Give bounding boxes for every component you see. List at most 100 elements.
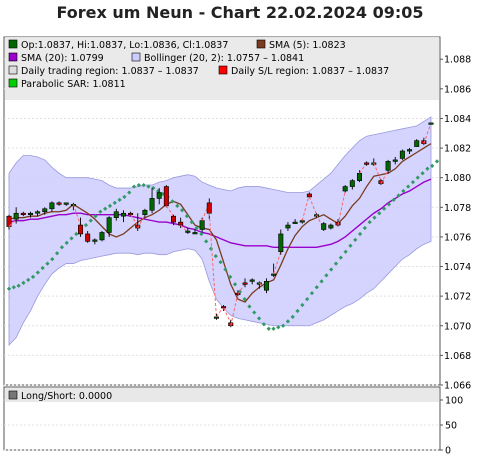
- psar-dot: [261, 322, 266, 327]
- y-tick-label: 1.088: [444, 55, 471, 66]
- psar-dot: [415, 175, 420, 180]
- candle-body: [120, 212, 126, 217]
- psar-dot: [333, 261, 339, 266]
- psar-dot: [223, 267, 228, 272]
- psar-dot: [170, 199, 175, 204]
- psar-dot: [122, 194, 127, 200]
- candle-body: [249, 279, 255, 282]
- psar-dot: [285, 319, 291, 324]
- psar-dot: [117, 197, 122, 203]
- candle-body: [328, 224, 334, 229]
- psar-dot: [381, 206, 387, 211]
- psar-dot: [295, 308, 300, 314]
- candle-body: [49, 202, 55, 210]
- gap-line: [8, 218, 17, 227]
- gap-line: [316, 214, 325, 230]
- candle-body: [20, 212, 26, 216]
- legend-bollinger-swatch: [131, 52, 141, 62]
- psar-dot: [74, 231, 79, 237]
- legend-psar-swatch: [8, 78, 18, 88]
- candle-body: [299, 220, 305, 223]
- psar-dot: [242, 296, 247, 302]
- psar-dot: [309, 291, 315, 296]
- candle-body: [213, 316, 219, 319]
- psar-dot: [136, 182, 141, 188]
- legend-daily-region-swatch: [8, 65, 18, 75]
- psar-dot: [377, 211, 382, 216]
- candle-body: [178, 221, 184, 226]
- psar-dot: [112, 200, 117, 205]
- candle-body: [106, 217, 112, 233]
- y-tick-label: 1.076: [444, 232, 471, 243]
- sma5-line: [8, 143, 432, 303]
- psar-dot: [252, 310, 257, 315]
- candle-body: [364, 162, 370, 165]
- psar-dot: [204, 239, 209, 244]
- legend-ohlc-swatch: [8, 39, 18, 49]
- psar-dot: [434, 159, 440, 164]
- psar-dot: [189, 219, 194, 225]
- psar-dot: [329, 267, 334, 272]
- candle-body: [356, 172, 362, 181]
- psar-dot: [98, 209, 103, 214]
- psar-dot: [69, 236, 74, 241]
- psar-dot: [232, 282, 238, 287]
- sma5-path: [8, 143, 432, 303]
- psar-dot: [372, 215, 377, 220]
- bollinger-band: [8, 116, 432, 347]
- candle-body: [13, 212, 19, 220]
- psar-dot: [228, 274, 233, 280]
- psar-dot: [410, 180, 416, 185]
- psar-dot: [199, 231, 204, 237]
- gap-line: [130, 214, 139, 226]
- gap-line: [237, 282, 246, 295]
- y-tick-label: 1.080: [444, 173, 471, 184]
- legend-sma5: SMA (5): 1.0823: [269, 40, 346, 51]
- candle-body: [292, 221, 298, 224]
- legend-ohlc: Op:1.0837, Hi:1.0837, Lo:1.0836, Cl:1.08…: [21, 40, 228, 51]
- psar-dot: [141, 182, 146, 188]
- psar-dot: [430, 163, 435, 168]
- candle-body: [185, 230, 191, 233]
- psar-dot: [396, 193, 401, 198]
- psar-dot: [175, 203, 180, 208]
- psar-dot: [64, 240, 69, 245]
- psar-dot: [362, 225, 367, 231]
- psar-dot: [357, 231, 363, 237]
- psar-dot: [131, 184, 137, 189]
- candle-body: [321, 223, 327, 230]
- psar-dot: [276, 325, 281, 330]
- y-tick-label: 1.078: [444, 203, 471, 214]
- candle-body: [399, 150, 405, 159]
- gap-line: [165, 205, 174, 217]
- candle-body: [199, 220, 205, 230]
- y-tick-label: 1.084: [444, 114, 471, 125]
- psar-dot: [367, 219, 372, 225]
- candle-body: [42, 208, 48, 213]
- sma20-line: [8, 178, 432, 248]
- legend-bollinger: Bollinger (20, 2): 1.0757 – 1.0841: [144, 53, 304, 64]
- candle-body: [56, 202, 62, 205]
- gap-line: [301, 193, 310, 221]
- psar-dot: [338, 255, 343, 260]
- candle-body: [63, 202, 69, 205]
- sub-y-tick-label: 100: [445, 396, 463, 407]
- gap-line: [373, 162, 382, 181]
- psar-dot: [266, 326, 271, 331]
- gap-line: [180, 224, 189, 233]
- psar-dot: [180, 208, 185, 213]
- candle-body: [385, 161, 391, 171]
- candlesticks: [6, 122, 434, 328]
- gap-line: [380, 170, 389, 184]
- psar-dot: [218, 259, 223, 265]
- y-tick-label: 1.066: [444, 381, 471, 392]
- psar-dot: [256, 316, 262, 321]
- psar-dot: [319, 279, 324, 284]
- candle-body: [128, 212, 134, 216]
- main-y-axis: 1.066 1.068 1.070 1.072 1.074 1.076 1.078 1.080…: [440, 55, 471, 392]
- gap-line: [137, 214, 146, 229]
- candle-body: [242, 282, 248, 285]
- sub-legend-box: [5, 388, 439, 402]
- sub-legend-longshort: Long/Short: 0.0000: [21, 391, 112, 402]
